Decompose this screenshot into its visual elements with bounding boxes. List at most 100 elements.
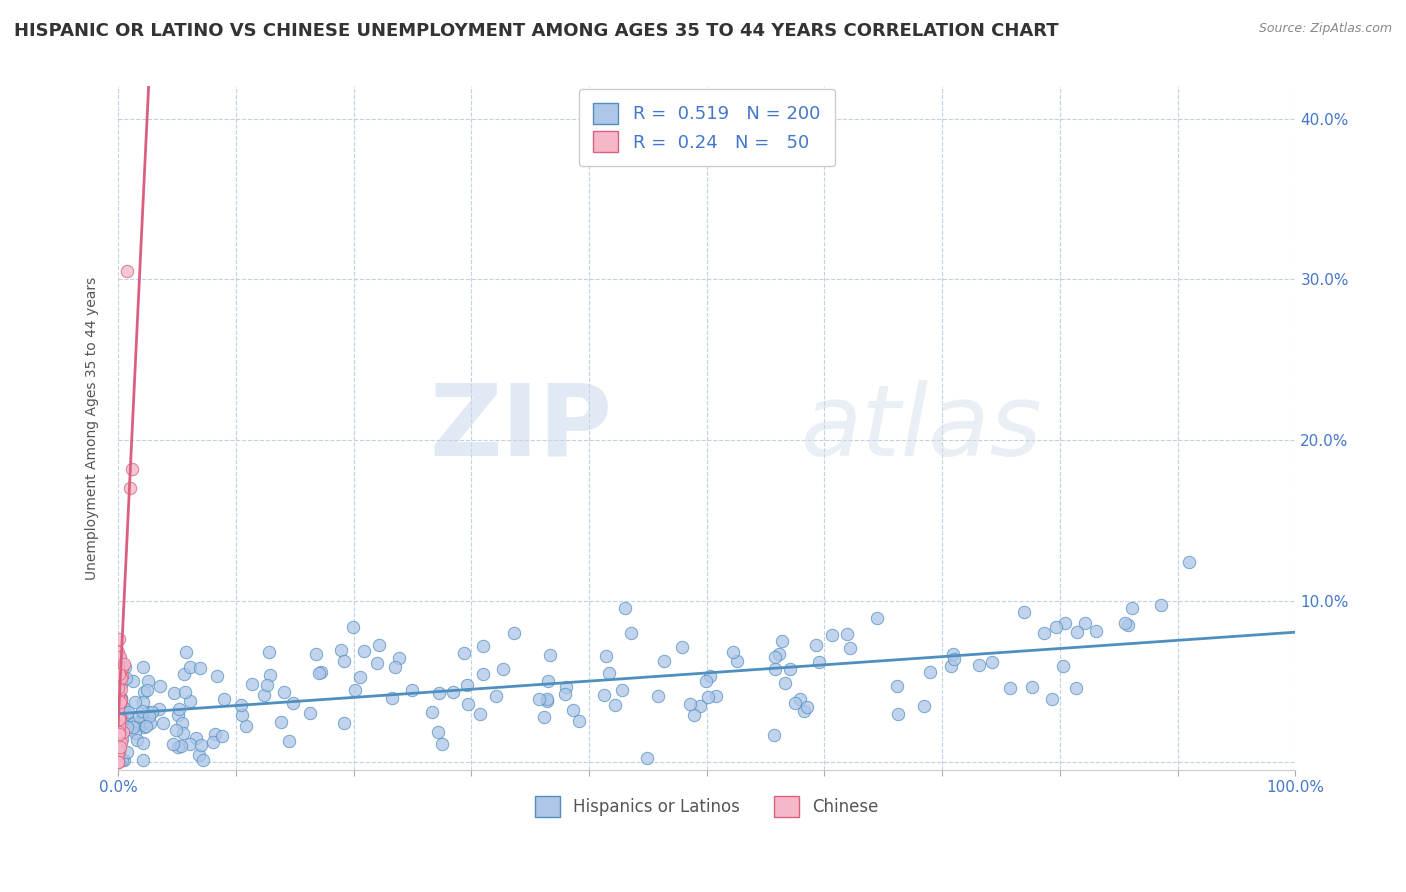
Point (112, 753, 135, 767)
Point (441, 685, 464, 699)
Point (457, 697, 479, 711)
Point (107, 645, 129, 659)
Point (704, 690, 727, 704)
Point (492, 662, 515, 676)
Point (420, 705, 443, 719)
Point (110, 693, 132, 707)
Point (107, 681, 129, 696)
Point (1178, 555, 1201, 569)
Point (671, 640, 693, 654)
Point (138, 673, 160, 688)
Point (762, 729, 785, 743)
Point (484, 689, 506, 703)
Point (132, 695, 155, 709)
Point (920, 665, 942, 680)
Point (865, 611, 887, 625)
Point (108, 696, 131, 710)
Point (107, 727, 129, 741)
Point (699, 669, 721, 683)
Point (162, 737, 184, 751)
Point (696, 690, 718, 704)
Point (170, 739, 193, 754)
Point (163, 686, 186, 700)
Point (259, 668, 281, 682)
Point (107, 664, 129, 678)
Text: atlas: atlas (801, 380, 1043, 476)
Point (107, 721, 129, 735)
Point (121, 720, 143, 734)
Point (270, 715, 292, 730)
Point (107, 749, 129, 764)
Point (118, 482, 141, 496)
Point (967, 657, 990, 672)
Point (117, 706, 139, 720)
Point (108, 667, 131, 681)
Point (554, 680, 576, 694)
Point (107, 661, 129, 675)
Point (129, 718, 152, 732)
Point (683, 707, 706, 722)
Point (256, 678, 278, 692)
Point (763, 662, 786, 676)
Point (121, 462, 143, 476)
Point (107, 755, 129, 769)
Point (107, 701, 129, 715)
Point (111, 661, 134, 675)
Point (1064, 681, 1087, 695)
Point (277, 733, 299, 747)
Point (1045, 620, 1067, 634)
Point (783, 696, 806, 710)
Text: HISPANIC OR LATINO VS CHINESE UNEMPLOYMENT AMONG AGES 35 TO 44 YEARS CORRELATION: HISPANIC OR LATINO VS CHINESE UNEMPLOYME… (14, 22, 1059, 40)
Point (110, 753, 132, 767)
Point (188, 748, 211, 763)
Point (204, 727, 226, 741)
Point (763, 649, 786, 664)
Point (107, 730, 129, 744)
Point (998, 681, 1021, 695)
Point (789, 692, 811, 706)
Point (366, 657, 388, 671)
Point (835, 627, 858, 641)
Point (110, 671, 132, 685)
Point (108, 724, 131, 739)
Point (107, 687, 129, 701)
Point (886, 679, 908, 693)
Point (108, 671, 131, 685)
Point (132, 720, 155, 734)
Point (503, 626, 526, 640)
Point (141, 706, 163, 720)
Point (384, 660, 406, 674)
Point (231, 708, 253, 723)
Point (110, 692, 132, 706)
Point (212, 691, 235, 706)
Point (299, 706, 322, 720)
Point (110, 677, 132, 691)
Point (796, 700, 818, 714)
Point (593, 688, 616, 702)
Point (107, 699, 129, 714)
Point (308, 665, 330, 680)
Point (689, 698, 711, 713)
Point (603, 698, 626, 712)
Point (111, 731, 134, 746)
Point (453, 646, 475, 660)
Point (132, 753, 155, 767)
Point (330, 643, 353, 657)
Point (471, 666, 494, 681)
Point (107, 745, 129, 759)
Point (152, 716, 174, 731)
Point (127, 733, 149, 747)
Point (124, 695, 146, 709)
Point (1012, 606, 1035, 620)
Point (117, 720, 139, 734)
Point (838, 640, 860, 655)
Point (174, 685, 197, 699)
Point (179, 659, 201, 673)
Point (165, 723, 187, 737)
Point (536, 694, 558, 708)
Point (107, 686, 129, 700)
Point (456, 677, 478, 691)
Point (108, 708, 131, 723)
Point (471, 639, 494, 653)
Point (108, 714, 131, 728)
